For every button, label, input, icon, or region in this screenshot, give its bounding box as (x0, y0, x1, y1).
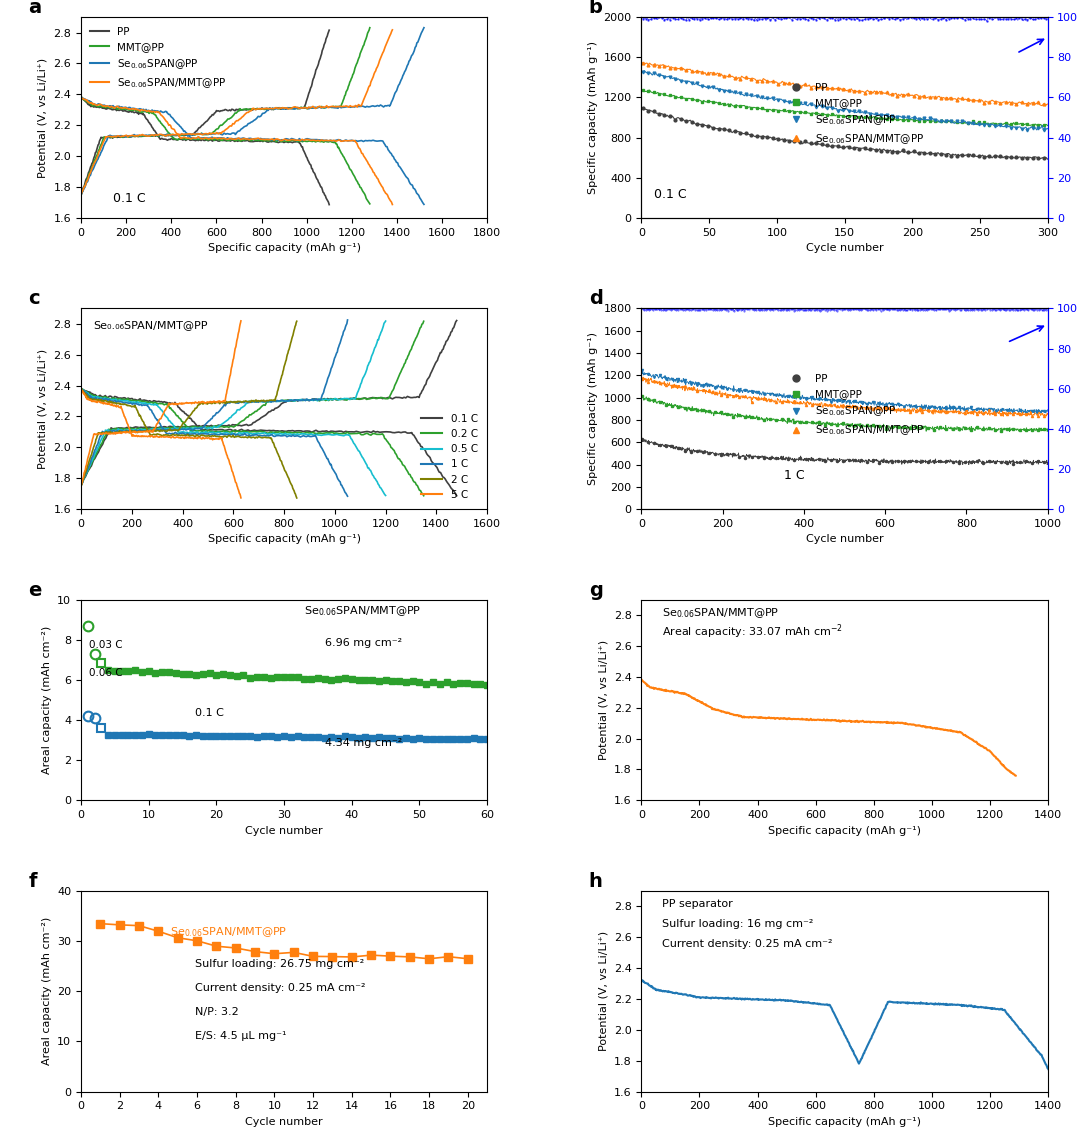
Text: e: e (28, 581, 41, 600)
Y-axis label: Specific capacity (mAh g⁻¹): Specific capacity (mAh g⁻¹) (589, 333, 598, 486)
Text: g: g (589, 581, 603, 600)
X-axis label: Cycle number: Cycle number (806, 535, 883, 544)
Y-axis label: Potential (V, vs Li/Li⁺): Potential (V, vs Li/Li⁺) (38, 349, 48, 469)
Text: 0.1 C: 0.1 C (194, 708, 224, 718)
Text: f: f (28, 872, 37, 890)
Text: d: d (589, 289, 603, 309)
Y-axis label: Areal capacity (mAh cm⁻²): Areal capacity (mAh cm⁻²) (42, 626, 52, 774)
Y-axis label: Potential (V, vs Li/Li⁺): Potential (V, vs Li/Li⁺) (598, 640, 608, 760)
Y-axis label: Areal capacity (mAh cm⁻²): Areal capacity (mAh cm⁻²) (42, 917, 52, 1065)
Text: Sulfur loading: 26.75 mg cm⁻²: Sulfur loading: 26.75 mg cm⁻² (194, 959, 364, 969)
Text: Se$_{0.06}$SPAN/MMT@PP: Se$_{0.06}$SPAN/MMT@PP (662, 606, 779, 620)
X-axis label: Cycle number: Cycle number (245, 1117, 323, 1127)
Text: Current density: 0.25 mA cm⁻²: Current density: 0.25 mA cm⁻² (194, 983, 365, 993)
Y-axis label: Potential (V, vs Li/Li⁺): Potential (V, vs Li/Li⁺) (38, 57, 48, 177)
Text: 6.96 mg cm⁻²: 6.96 mg cm⁻² (325, 638, 402, 648)
Text: 1 C: 1 C (784, 469, 805, 482)
X-axis label: Cycle number: Cycle number (245, 825, 323, 836)
Legend: 0.1 C, 0.2 C, 0.5 C, 1 C, 2 C, 5 C: 0.1 C, 0.2 C, 0.5 C, 1 C, 2 C, 5 C (417, 409, 482, 504)
X-axis label: Specific capacity (mAh g⁻¹): Specific capacity (mAh g⁻¹) (768, 825, 921, 836)
X-axis label: Specific capacity (mAh g⁻¹): Specific capacity (mAh g⁻¹) (207, 243, 361, 254)
X-axis label: Specific capacity (mAh g⁻¹): Specific capacity (mAh g⁻¹) (768, 1117, 921, 1127)
Text: E/S: 4.5 μL mg⁻¹: E/S: 4.5 μL mg⁻¹ (194, 1031, 286, 1041)
Text: N/P: 3.2: N/P: 3.2 (194, 1007, 239, 1017)
Text: 0.1 C: 0.1 C (113, 192, 146, 205)
Text: Se₀.₀₆SPAN/MMT@PP: Se₀.₀₆SPAN/MMT@PP (93, 320, 207, 330)
X-axis label: Cycle number: Cycle number (806, 243, 883, 254)
Text: 0.03 C: 0.03 C (90, 640, 123, 649)
Text: PP separator: PP separator (662, 898, 732, 909)
Y-axis label: Potential (V, vs Li/Li⁺): Potential (V, vs Li/Li⁺) (598, 932, 608, 1052)
Text: Se$_{0.06}$SPAN/MMT@PP: Se$_{0.06}$SPAN/MMT@PP (305, 604, 421, 617)
Text: Areal capacity: 33.07 mAh cm$^{-2}$: Areal capacity: 33.07 mAh cm$^{-2}$ (662, 623, 842, 641)
Legend: PP, MMT@PP, Se$_{0.06}$SPAN@PP, Se$_{0.06}$SPAN/MMT@PP: PP, MMT@PP, Se$_{0.06}$SPAN@PP, Se$_{0.0… (782, 79, 929, 150)
Legend: PP, MMT@PP, Se$_{0.06}$SPAN@PP, Se$_{0.06}$SPAN/MMT@PP: PP, MMT@PP, Se$_{0.06}$SPAN@PP, Se$_{0.0… (86, 23, 231, 94)
Text: Current density: 0.25 mA cm⁻²: Current density: 0.25 mA cm⁻² (662, 938, 833, 949)
X-axis label: Specific capacity (mAh g⁻¹): Specific capacity (mAh g⁻¹) (207, 535, 361, 544)
Text: 0.1 C: 0.1 C (653, 187, 686, 201)
Text: 0.06 C: 0.06 C (90, 668, 123, 678)
Text: h: h (589, 872, 603, 890)
Legend: PP, MMT@PP, Se$_{0.06}$SPAN@PP, Se$_{0.06}$SPAN/MMT@PP: PP, MMT@PP, Se$_{0.06}$SPAN@PP, Se$_{0.0… (782, 370, 929, 441)
Text: Sulfur loading: 16 mg cm⁻²: Sulfur loading: 16 mg cm⁻² (662, 919, 813, 929)
Y-axis label: Specific capacity (mAh g⁻¹): Specific capacity (mAh g⁻¹) (589, 41, 598, 194)
Text: Se$_{0.06}$SPAN/MMT@PP: Se$_{0.06}$SPAN/MMT@PP (171, 925, 287, 938)
Text: 4.34 mg cm⁻²: 4.34 mg cm⁻² (325, 738, 402, 749)
Text: b: b (589, 0, 603, 17)
Text: c: c (28, 289, 40, 309)
Text: a: a (28, 0, 41, 17)
